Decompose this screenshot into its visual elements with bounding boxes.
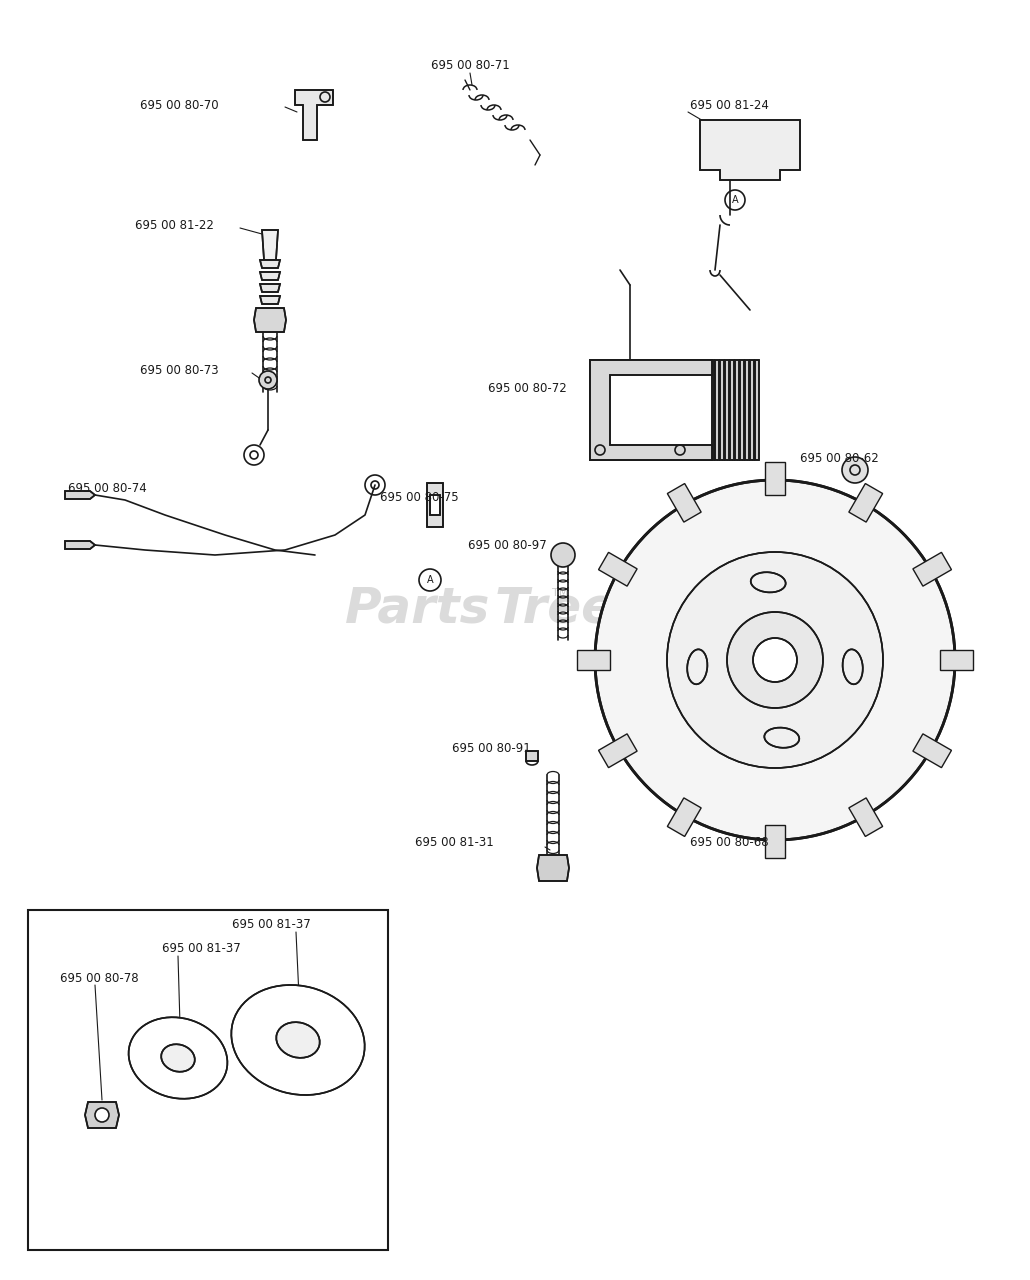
Polygon shape (940, 650, 973, 669)
Polygon shape (260, 273, 280, 280)
Circle shape (259, 371, 277, 389)
Ellipse shape (276, 1023, 319, 1057)
Polygon shape (913, 733, 952, 768)
Text: Parts: Parts (345, 584, 490, 632)
Polygon shape (262, 230, 278, 260)
Text: 695 00 81-22: 695 00 81-22 (135, 219, 214, 232)
Polygon shape (730, 360, 734, 460)
Polygon shape (755, 360, 759, 460)
Polygon shape (765, 462, 785, 495)
Polygon shape (577, 650, 610, 669)
Polygon shape (715, 360, 719, 460)
Polygon shape (740, 360, 744, 460)
Circle shape (842, 457, 868, 483)
Polygon shape (849, 484, 883, 522)
Polygon shape (65, 541, 95, 549)
Text: 695 00 80-91: 695 00 80-91 (452, 741, 530, 754)
Polygon shape (430, 495, 440, 515)
Ellipse shape (764, 727, 799, 748)
Circle shape (727, 612, 823, 708)
Polygon shape (598, 733, 638, 768)
Text: 695 00 80-71: 695 00 80-71 (431, 59, 510, 72)
Circle shape (753, 637, 797, 682)
Polygon shape (765, 826, 785, 858)
Polygon shape (85, 1102, 119, 1128)
Polygon shape (700, 120, 800, 180)
Circle shape (95, 1108, 109, 1123)
Circle shape (551, 543, 575, 567)
Polygon shape (700, 360, 703, 460)
Text: 695 00 80-78: 695 00 80-78 (60, 972, 139, 984)
Text: 695 00 80-70: 695 00 80-70 (140, 99, 218, 111)
Polygon shape (735, 360, 739, 460)
Ellipse shape (843, 649, 863, 685)
Ellipse shape (129, 1018, 228, 1098)
Polygon shape (260, 260, 280, 268)
Text: 695 00 80-72: 695 00 80-72 (488, 381, 566, 394)
Text: 695 00 80-73: 695 00 80-73 (140, 364, 218, 376)
Polygon shape (260, 284, 280, 292)
Polygon shape (526, 751, 538, 762)
Ellipse shape (687, 649, 708, 685)
Polygon shape (725, 360, 729, 460)
Polygon shape (590, 360, 712, 460)
Polygon shape (705, 360, 709, 460)
Ellipse shape (162, 1044, 195, 1071)
Polygon shape (295, 90, 333, 140)
Text: TM: TM (552, 588, 569, 598)
Polygon shape (598, 553, 638, 586)
Polygon shape (849, 797, 883, 836)
Bar (28, 910, 388, 1251)
Polygon shape (65, 492, 95, 499)
Polygon shape (427, 483, 443, 527)
Text: A: A (426, 575, 434, 585)
Polygon shape (260, 296, 280, 305)
Text: 695 00 81-24: 695 00 81-24 (690, 99, 768, 111)
Text: 695 00 81-37: 695 00 81-37 (232, 919, 311, 932)
Polygon shape (710, 360, 714, 460)
Text: 695 00 80-97: 695 00 80-97 (468, 539, 547, 552)
Polygon shape (913, 553, 952, 586)
Circle shape (667, 552, 883, 768)
Text: A: A (731, 195, 739, 205)
Polygon shape (667, 797, 701, 836)
Circle shape (595, 480, 955, 840)
Text: Tree: Tree (495, 584, 616, 632)
Text: 695 00 81-31: 695 00 81-31 (415, 837, 493, 850)
Polygon shape (720, 360, 724, 460)
Text: 695 00 80-74: 695 00 80-74 (68, 481, 146, 494)
Text: 695 00 80-62: 695 00 80-62 (800, 452, 879, 465)
Ellipse shape (751, 572, 786, 593)
Polygon shape (590, 360, 712, 460)
Ellipse shape (232, 986, 365, 1094)
Polygon shape (254, 308, 286, 332)
Polygon shape (745, 360, 749, 460)
Text: 695 00 80-75: 695 00 80-75 (380, 490, 458, 503)
Polygon shape (537, 855, 569, 881)
Text: 695 00 80-68: 695 00 80-68 (690, 836, 768, 849)
Polygon shape (667, 484, 701, 522)
Polygon shape (750, 360, 754, 460)
Text: 695 00 81-37: 695 00 81-37 (162, 942, 241, 955)
